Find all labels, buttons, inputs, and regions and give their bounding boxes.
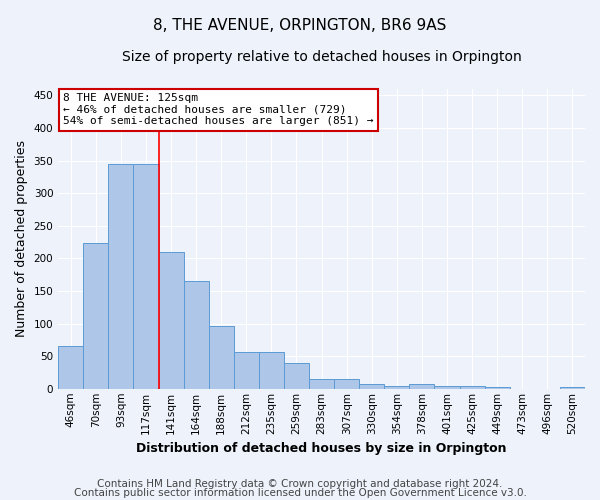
Bar	[259, 352, 284, 389]
Title: Size of property relative to detached houses in Orpington: Size of property relative to detached ho…	[122, 50, 521, 64]
Bar	[109, 164, 133, 389]
Bar	[460, 386, 485, 389]
Bar	[234, 352, 259, 389]
Bar	[209, 326, 234, 389]
Text: 8, THE AVENUE, ORPINGTON, BR6 9AS: 8, THE AVENUE, ORPINGTON, BR6 9AS	[154, 18, 446, 32]
Y-axis label: Number of detached properties: Number of detached properties	[15, 140, 28, 338]
Bar	[409, 384, 434, 389]
Bar	[133, 164, 158, 389]
Bar	[334, 379, 359, 389]
Text: 8 THE AVENUE: 125sqm
← 46% of detached houses are smaller (729)
54% of semi-deta: 8 THE AVENUE: 125sqm ← 46% of detached h…	[64, 94, 374, 126]
Bar	[184, 281, 209, 389]
Bar	[485, 387, 510, 389]
Bar	[434, 386, 460, 389]
Bar	[58, 346, 83, 389]
X-axis label: Distribution of detached houses by size in Orpington: Distribution of detached houses by size …	[136, 442, 507, 455]
Text: Contains public sector information licensed under the Open Government Licence v3: Contains public sector information licen…	[74, 488, 526, 498]
Text: Contains HM Land Registry data © Crown copyright and database right 2024.: Contains HM Land Registry data © Crown c…	[97, 479, 503, 489]
Bar	[83, 242, 109, 389]
Bar	[284, 362, 309, 389]
Bar	[309, 379, 334, 389]
Bar	[158, 252, 184, 389]
Bar	[359, 384, 385, 389]
Bar	[385, 386, 409, 389]
Bar	[560, 388, 585, 389]
